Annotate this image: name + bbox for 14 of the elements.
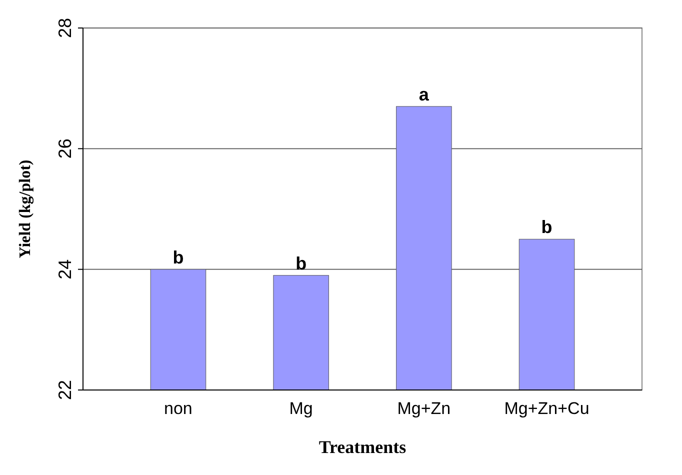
y-tick-label: 22	[55, 380, 75, 400]
x-tick-label: Mg+Zn+Cu	[504, 399, 590, 418]
annotation: b	[541, 217, 552, 238]
y-tick-label: 26	[55, 138, 75, 159]
y-tick-label: 24	[55, 259, 75, 280]
x-tick-label: Mg	[289, 399, 313, 418]
x-axis-title: Treatments	[318, 437, 406, 457]
annotation: b	[296, 253, 307, 274]
x-tick-label: non	[164, 399, 192, 418]
x-tick-label: Mg+Zn	[397, 399, 451, 418]
annotation: a	[418, 84, 430, 104]
annotation: b	[172, 247, 184, 268]
y-tick-label: 28	[55, 18, 75, 38]
y-axis-title: Yield (kg/plot)	[17, 160, 34, 258]
